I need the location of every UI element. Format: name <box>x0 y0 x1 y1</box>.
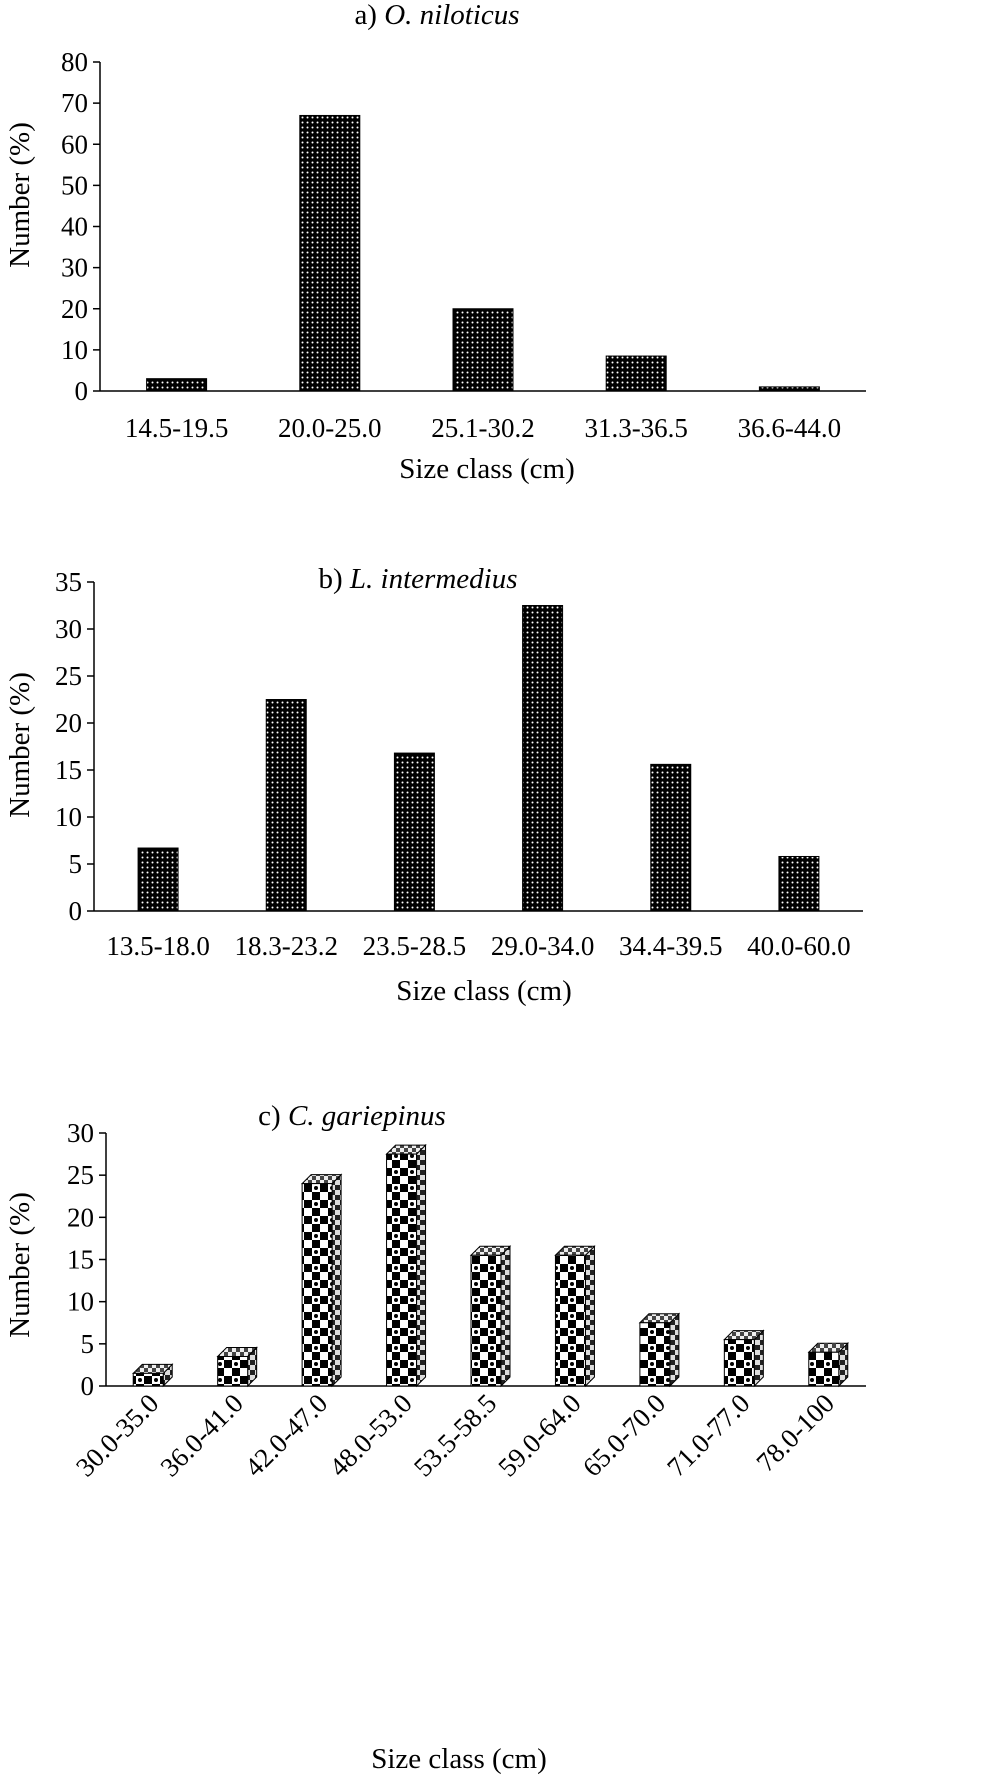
y-tick-label: 40 <box>61 212 88 242</box>
bar <box>132 1363 174 1388</box>
bar <box>605 355 667 392</box>
x-tick-label: 13.5-18.0 <box>106 931 210 961</box>
chart-panel-a: a) O. niloticus 0 10 20 30 40 50 60 70 80 14.5-1… <box>4 0 866 485</box>
x-tick-label: 34.4-39.5 <box>619 931 723 961</box>
chart-b-x-ticks: 13.5-18.0 18.3-23.2 23.5-28.5 29.0-34.0 34.4… <box>106 931 850 961</box>
x-tick-label: 18.3-23.2 <box>235 931 339 961</box>
chart-b-bars <box>137 605 820 912</box>
y-tick-label: 0 <box>81 1371 95 1401</box>
x-tick-label: 71.0-77.0 <box>661 1388 755 1482</box>
y-tick-label: 20 <box>55 708 82 738</box>
chart-a-y-ticks: 0 10 20 30 40 50 60 70 80 <box>61 47 100 406</box>
y-tick-label: 70 <box>61 88 88 118</box>
x-tick-label: 40.0-60.0 <box>747 931 851 961</box>
x-tick-label: 48.0-53.0 <box>323 1388 417 1482</box>
x-tick-label: 23.5-28.5 <box>363 931 467 961</box>
y-tick-label: 30 <box>61 253 88 283</box>
chart-a-y-axis-title: Number (%) <box>4 122 36 268</box>
chart-b-y-axis-title: Number (%) <box>4 672 36 818</box>
x-tick-label: 29.0-34.0 <box>491 931 595 961</box>
bar <box>385 1143 427 1388</box>
bar <box>469 1245 512 1388</box>
y-tick-label: 15 <box>55 755 82 785</box>
chart-a-title: a) O. niloticus <box>354 0 519 31</box>
bar <box>452 308 514 392</box>
chart-a-bars <box>146 114 820 392</box>
x-tick-label: 36.6-44.0 <box>738 413 842 443</box>
bar <box>299 114 361 392</box>
y-tick-label: 10 <box>61 335 88 365</box>
chart-b-y-ticks: 0 5 10 15 20 25 30 35 <box>55 567 94 926</box>
y-tick-label: 30 <box>55 614 82 644</box>
y-tick-label: 50 <box>61 170 88 200</box>
x-tick-label: 78.0-100 <box>750 1388 840 1478</box>
chart-c-x-ticks: 30.0-35.036.0-41.042.0-47.048.0-53.053.5… <box>70 1388 840 1482</box>
bar <box>146 378 208 392</box>
x-tick-label: 36.0-41.0 <box>155 1388 249 1482</box>
x-tick-label: 30.0-35.0 <box>70 1388 164 1482</box>
bar <box>807 1342 849 1388</box>
chart-c-bars <box>132 1143 849 1388</box>
y-tick-label: 5 <box>69 849 83 879</box>
bar <box>778 855 820 912</box>
bar <box>758 386 820 392</box>
y-tick-label: 10 <box>67 1287 94 1317</box>
bar <box>554 1245 596 1388</box>
x-tick-label: 53.5-58.5 <box>408 1388 502 1482</box>
y-tick-label: 80 <box>61 47 88 77</box>
x-tick-label: 59.0-64.0 <box>492 1388 586 1482</box>
x-tick-label: 31.3-36.5 <box>584 413 688 443</box>
y-tick-label: 35 <box>55 567 82 597</box>
x-tick-label: 25.1-30.2 <box>431 413 535 443</box>
bar <box>638 1312 681 1388</box>
y-tick-label: 10 <box>55 802 82 832</box>
x-tick-label: 20.0-25.0 <box>278 413 382 443</box>
y-tick-label: 25 <box>55 661 82 691</box>
chart-b-x-axis-title: Size class (cm) <box>396 975 572 1007</box>
y-tick-label: 30 <box>67 1118 94 1148</box>
bar <box>216 1346 258 1388</box>
y-tick-label: 25 <box>67 1160 94 1190</box>
chart-a-x-ticks: 14.5-19.5 20.0-25.0 25.1-30.2 31.3-36.5 36.6… <box>125 413 841 443</box>
bar <box>393 752 435 912</box>
x-tick-label: 14.5-19.5 <box>125 413 229 443</box>
bar <box>522 605 564 912</box>
chart-c-y-axis-title: Number (%) <box>4 1192 36 1338</box>
chart-c-title: c) C. gariepinus <box>258 1100 446 1132</box>
y-tick-label: 20 <box>61 294 88 324</box>
chart-a-x-axis-title: Size class (cm) <box>399 453 575 485</box>
y-tick-label: 0 <box>69 896 83 926</box>
chart-b-title: b) L. intermedius <box>319 563 518 595</box>
y-tick-label: 20 <box>67 1202 94 1232</box>
bar <box>265 699 307 912</box>
bar <box>723 1329 765 1388</box>
bar <box>137 847 179 912</box>
chart-panel-b: b) L. intermedius 0 5 10 15 20 25 30 35 13.5-18… <box>4 563 863 1007</box>
bar <box>650 763 692 912</box>
y-tick-label: 5 <box>81 1329 95 1359</box>
y-tick-label: 0 <box>75 376 89 406</box>
chart-c-x-axis-title: Size class (cm) <box>371 1743 547 1775</box>
chart-panel-c: c) C. gariepinus 0 5 10 15 20 25 30 30.0-35.03… <box>4 1100 866 1775</box>
chart-c-y-ticks: 0 5 10 15 20 25 30 <box>67 1118 106 1401</box>
x-tick-label: 65.0-70.0 <box>577 1388 671 1482</box>
x-tick-label: 42.0-47.0 <box>239 1388 333 1482</box>
y-tick-label: 60 <box>61 129 88 159</box>
y-tick-label: 15 <box>67 1245 94 1275</box>
bar <box>300 1173 343 1388</box>
